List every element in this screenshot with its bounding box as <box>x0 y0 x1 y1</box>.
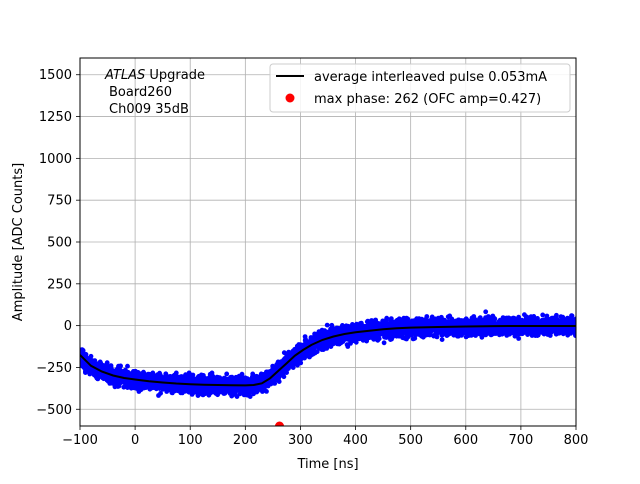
scatter-point <box>389 316 394 321</box>
scatter-point <box>215 386 220 391</box>
scatter-point <box>570 313 575 318</box>
scatter-point <box>377 322 382 327</box>
scatter-point <box>265 370 270 375</box>
scatter-point <box>466 320 471 325</box>
scatter-point <box>292 360 297 365</box>
scatter-point <box>125 385 130 390</box>
scatter-point <box>208 372 213 377</box>
scatter-point <box>247 391 252 396</box>
scatter-point <box>116 382 121 387</box>
scatter-point <box>171 376 176 381</box>
scatter-point <box>433 333 438 338</box>
scatter-point <box>371 333 376 338</box>
scatter-point <box>514 320 519 325</box>
scatter-point <box>329 344 334 349</box>
scatter-point <box>233 380 238 385</box>
scatter-point <box>527 315 532 320</box>
scatter-point <box>116 367 121 372</box>
scatter-point <box>345 342 350 347</box>
scatter-point <box>254 375 259 380</box>
scatter-point <box>158 372 163 377</box>
scatter-point <box>370 321 375 326</box>
scatter-point <box>395 318 400 323</box>
scatter-point <box>531 331 536 336</box>
scatter-point <box>471 314 476 319</box>
scatter-point <box>125 364 130 369</box>
scatter-point <box>382 340 387 345</box>
scatter-point <box>246 378 251 383</box>
scatter-point <box>483 309 488 314</box>
scatter-point <box>513 334 518 339</box>
scatter-point <box>102 375 107 380</box>
scatter-point <box>277 379 282 384</box>
plot-area <box>78 309 579 430</box>
scatter-point <box>447 314 452 319</box>
scatter-point <box>240 372 245 377</box>
scatter-point <box>208 376 213 381</box>
scatter-point <box>331 326 336 331</box>
scatter-point <box>545 314 550 319</box>
scatter-point <box>467 327 472 332</box>
scatter-point <box>299 343 304 348</box>
scatter-point <box>158 391 163 396</box>
scatter-point <box>325 323 330 328</box>
scatter-point <box>389 337 394 342</box>
scatter-points <box>78 309 579 399</box>
scatter-point <box>417 316 422 321</box>
scatter-point <box>224 372 229 377</box>
scatter-point <box>517 331 522 336</box>
scatter-point <box>404 337 409 342</box>
scatter-point <box>338 340 343 345</box>
scatter-point <box>223 378 228 383</box>
scatter-point <box>424 314 429 319</box>
scatter-point <box>170 391 175 396</box>
scatter-point <box>79 348 84 353</box>
scatter-point <box>536 333 541 338</box>
scatter-point <box>440 337 445 342</box>
scatter-point <box>187 371 192 376</box>
scatter-point <box>540 313 545 318</box>
scatter-point <box>262 385 267 390</box>
